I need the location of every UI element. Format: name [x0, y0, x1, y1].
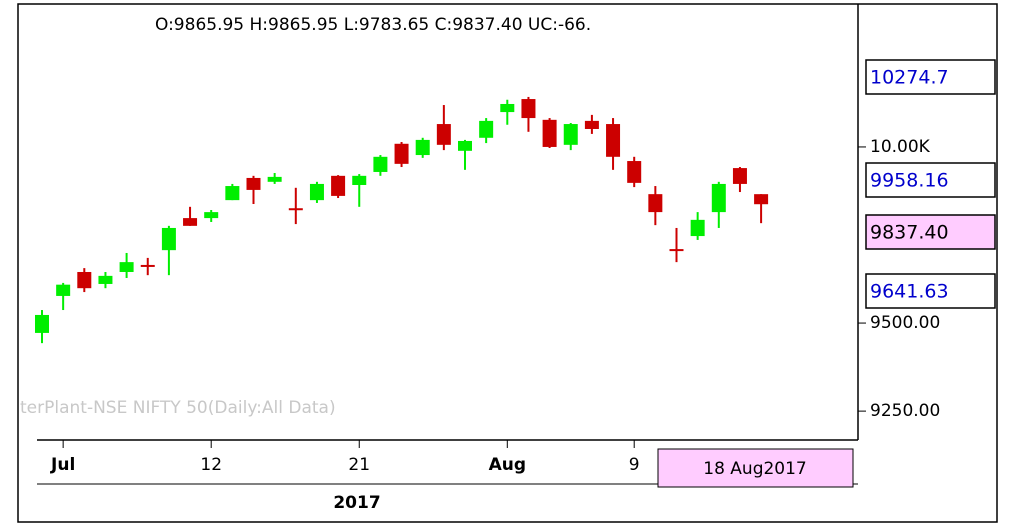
candle-body — [119, 262, 134, 272]
candle-body — [479, 120, 494, 138]
candle-body — [394, 143, 409, 164]
candle-body — [309, 183, 324, 201]
candle-body — [563, 124, 578, 145]
x-tick-label: Jul — [50, 455, 75, 475]
candle-body — [331, 175, 346, 196]
candle-body — [225, 186, 240, 201]
watermark: terPlant-NSE NIFTY 50(Daily:All Data) — [20, 398, 336, 418]
price-label: 9837.40 — [870, 222, 949, 244]
candle-body — [98, 275, 113, 284]
candle-body — [35, 314, 49, 333]
price-label-box — [865, 273, 996, 309]
candle-body — [711, 183, 726, 213]
price-label-box — [865, 162, 996, 198]
candle-body — [183, 218, 198, 226]
candle-body — [161, 227, 176, 251]
candle-body — [140, 264, 155, 267]
cursor-date-box — [657, 448, 854, 488]
x-tick-label: 9 — [629, 455, 640, 475]
candle-body — [648, 194, 663, 213]
candle-body — [56, 284, 71, 296]
candle-body — [373, 156, 388, 172]
candle-body — [204, 212, 219, 219]
candle-body — [542, 119, 557, 147]
price-label-box — [865, 214, 996, 250]
candle-body — [77, 271, 92, 289]
window-frame — [17, 3, 998, 523]
candle-body — [690, 219, 705, 237]
price-label: 9641.63 — [870, 281, 949, 303]
price-label: 10274.7 — [870, 67, 949, 89]
x-tick-label: 21 — [348, 455, 370, 475]
candle-body — [352, 175, 367, 185]
price-label: 9958.16 — [870, 170, 949, 192]
candle-body — [732, 168, 747, 184]
cursor-date: 18 Aug2017 — [703, 459, 807, 479]
ohlc-header: O:9865.95 H:9865.95 L:9783.65 C:9837.40 … — [155, 15, 591, 35]
candle-body — [627, 161, 642, 183]
x-tick-label: Aug — [489, 455, 526, 475]
x-tick-label: 12 — [200, 455, 222, 475]
price-label-box — [865, 59, 996, 95]
y-tick-label: 9500.00 — [870, 313, 940, 333]
candle-body — [436, 124, 451, 145]
candle-body — [500, 103, 515, 113]
y-tick-label: 9250.00 — [870, 401, 940, 421]
candle-body — [606, 124, 621, 157]
y-tick-label: 10.00K — [870, 137, 931, 157]
candle-body — [246, 177, 261, 190]
candle-body — [521, 99, 536, 119]
candle-body — [288, 208, 303, 211]
candle-body — [754, 194, 769, 205]
candle-body — [584, 120, 599, 129]
year-label: 2017 — [333, 493, 380, 513]
candle-body — [458, 140, 472, 151]
candle-body — [669, 249, 684, 252]
candle-body — [267, 176, 282, 182]
candle-body — [415, 139, 430, 156]
